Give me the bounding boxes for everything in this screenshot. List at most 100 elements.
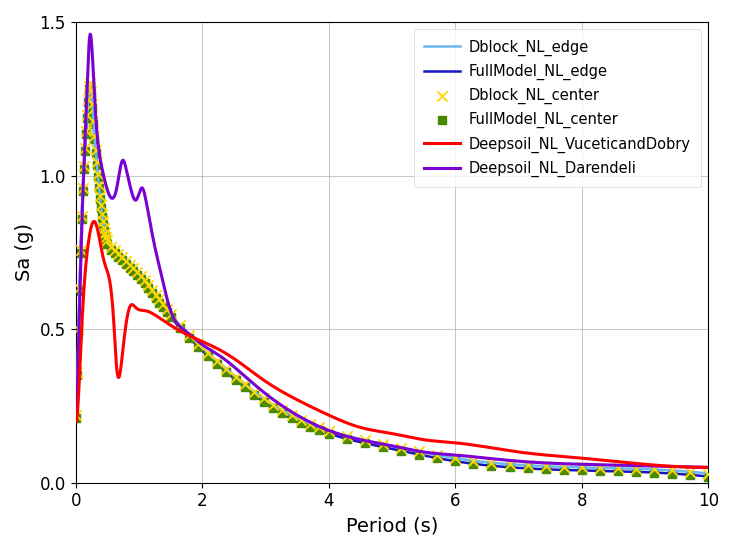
FullModel_NL_center bbox=[413, 450, 425, 459]
FullModel_NL_edge bbox=[72, 415, 81, 421]
FullModel_NL_center bbox=[157, 303, 169, 312]
Dblock_NL_center bbox=[112, 249, 124, 258]
Dblock_NL_center bbox=[109, 246, 120, 255]
FullModel_NL_center bbox=[211, 360, 223, 368]
FullModel_NL_center bbox=[97, 220, 109, 229]
Dblock_NL_center bbox=[305, 419, 316, 428]
FullModel_NL_edge bbox=[183, 333, 192, 339]
Dblock_NL_center bbox=[90, 145, 101, 154]
Dblock_NL_center bbox=[79, 144, 91, 152]
Dblock_NL_center bbox=[432, 450, 443, 459]
FullModel_NL_center bbox=[101, 236, 112, 245]
Dblock_NL_center bbox=[211, 356, 223, 365]
FullModel_NL_center bbox=[153, 298, 165, 307]
FullModel_NL_edge bbox=[127, 267, 136, 273]
Dblock_NL_center bbox=[75, 245, 87, 254]
Deepsoil_NL_VuceticandDobry bbox=[700, 464, 708, 471]
FullModel_NL_center bbox=[135, 274, 147, 283]
Deepsoil_NL_Darendeli bbox=[86, 31, 95, 37]
FullModel_NL_center bbox=[78, 165, 90, 174]
Dblock_NL_edge bbox=[89, 111, 98, 118]
Dblock_NL_center bbox=[267, 400, 279, 409]
FullModel_NL_edge bbox=[89, 114, 98, 121]
FullModel_NL_edge bbox=[362, 440, 371, 447]
Dblock_NL_center bbox=[124, 260, 136, 269]
Dblock_NL_center bbox=[248, 387, 260, 396]
Dblock_NL_edge bbox=[704, 470, 713, 477]
FullModel_NL_center bbox=[120, 260, 132, 269]
FullModel_NL_center bbox=[468, 459, 479, 468]
Deepsoil_NL_Darendeli bbox=[78, 202, 87, 209]
Dblock_NL_edge bbox=[85, 80, 94, 86]
FullModel_NL_center bbox=[83, 85, 95, 94]
Dblock_NL_center bbox=[93, 181, 105, 190]
Dblock_NL_edge bbox=[127, 263, 136, 270]
Dblock_NL_center bbox=[84, 79, 96, 88]
Dblock_NL_center bbox=[359, 436, 371, 444]
FullModel_NL_center bbox=[702, 472, 714, 481]
Dblock_NL_center bbox=[395, 443, 407, 452]
FullModel_NL_center bbox=[112, 252, 124, 261]
Deepsoil_NL_VuceticandDobry bbox=[127, 301, 136, 308]
Deepsoil_NL_VuceticandDobry bbox=[95, 232, 103, 239]
FullModel_NL_center bbox=[220, 367, 232, 376]
Dblock_NL_center bbox=[295, 415, 307, 424]
FullModel_NL_center bbox=[202, 351, 214, 360]
FullModel_NL_center bbox=[558, 465, 570, 474]
FullModel_NL_center bbox=[184, 333, 195, 342]
FullModel_NL_center bbox=[539, 465, 551, 474]
FullModel_NL_center bbox=[248, 390, 260, 399]
Dblock_NL_center bbox=[648, 465, 660, 474]
Deepsoil_NL_VuceticandDobry bbox=[362, 426, 371, 432]
Dblock_NL_center bbox=[449, 454, 461, 463]
Dblock_NL_center bbox=[87, 116, 99, 125]
Line: Deepsoil_NL_Darendeli: Deepsoil_NL_Darendeli bbox=[76, 34, 708, 468]
FullModel_NL_center bbox=[87, 103, 98, 112]
Dblock_NL_center bbox=[184, 331, 195, 339]
FullModel_NL_center bbox=[95, 204, 106, 212]
Dblock_NL_center bbox=[413, 447, 425, 456]
FullModel_NL_center bbox=[341, 434, 353, 443]
Dblock_NL_center bbox=[576, 463, 588, 472]
FullModel_NL_center bbox=[277, 409, 288, 418]
Dblock_NL_center bbox=[313, 423, 325, 432]
Dblock_NL_center bbox=[78, 162, 90, 170]
Dblock_NL_center bbox=[486, 458, 498, 467]
Dblock_NL_center bbox=[89, 131, 101, 140]
Deepsoil_NL_VuceticandDobry bbox=[704, 464, 713, 471]
FullModel_NL_center bbox=[81, 114, 92, 123]
Dblock_NL_center bbox=[85, 86, 97, 95]
FullModel_NL_center bbox=[305, 422, 316, 431]
Dblock_NL_center bbox=[80, 127, 92, 136]
Dblock_NL_center bbox=[82, 94, 94, 103]
FullModel_NL_center bbox=[486, 461, 498, 470]
Deepsoil_NL_VuceticandDobry bbox=[90, 218, 98, 225]
FullModel_NL_center bbox=[92, 173, 103, 182]
Dblock_NL_center bbox=[230, 372, 241, 381]
FullModel_NL_center bbox=[75, 249, 87, 257]
Dblock_NL_center bbox=[286, 411, 297, 420]
Dblock_NL_center bbox=[95, 201, 106, 210]
FullModel_NL_center bbox=[395, 447, 407, 455]
FullModel_NL_center bbox=[76, 214, 87, 223]
Dblock_NL_center bbox=[105, 243, 117, 251]
FullModel_NL_center bbox=[131, 271, 143, 279]
Dblock_NL_center bbox=[323, 426, 335, 435]
FullModel_NL_center bbox=[73, 328, 84, 337]
FullModel_NL_center bbox=[323, 429, 335, 438]
FullModel_NL_center bbox=[84, 82, 96, 91]
FullModel_NL_center bbox=[94, 194, 106, 203]
FullModel_NL_center bbox=[99, 232, 111, 240]
Deepsoil_NL_Darendeli bbox=[89, 63, 98, 70]
Dblock_NL_center bbox=[202, 348, 214, 357]
FullModel_NL_center bbox=[522, 464, 534, 473]
FullModel_NL_center bbox=[142, 284, 154, 293]
Dblock_NL_center bbox=[558, 463, 570, 471]
Dblock_NL_center bbox=[76, 212, 87, 221]
FullModel_NL_center bbox=[377, 443, 389, 452]
FullModel_NL_center bbox=[594, 466, 606, 475]
Deepsoil_NL_Darendeli bbox=[704, 464, 713, 471]
FullModel_NL_center bbox=[128, 267, 139, 276]
FullModel_NL_center bbox=[70, 414, 82, 422]
FullModel_NL_center bbox=[91, 161, 103, 170]
